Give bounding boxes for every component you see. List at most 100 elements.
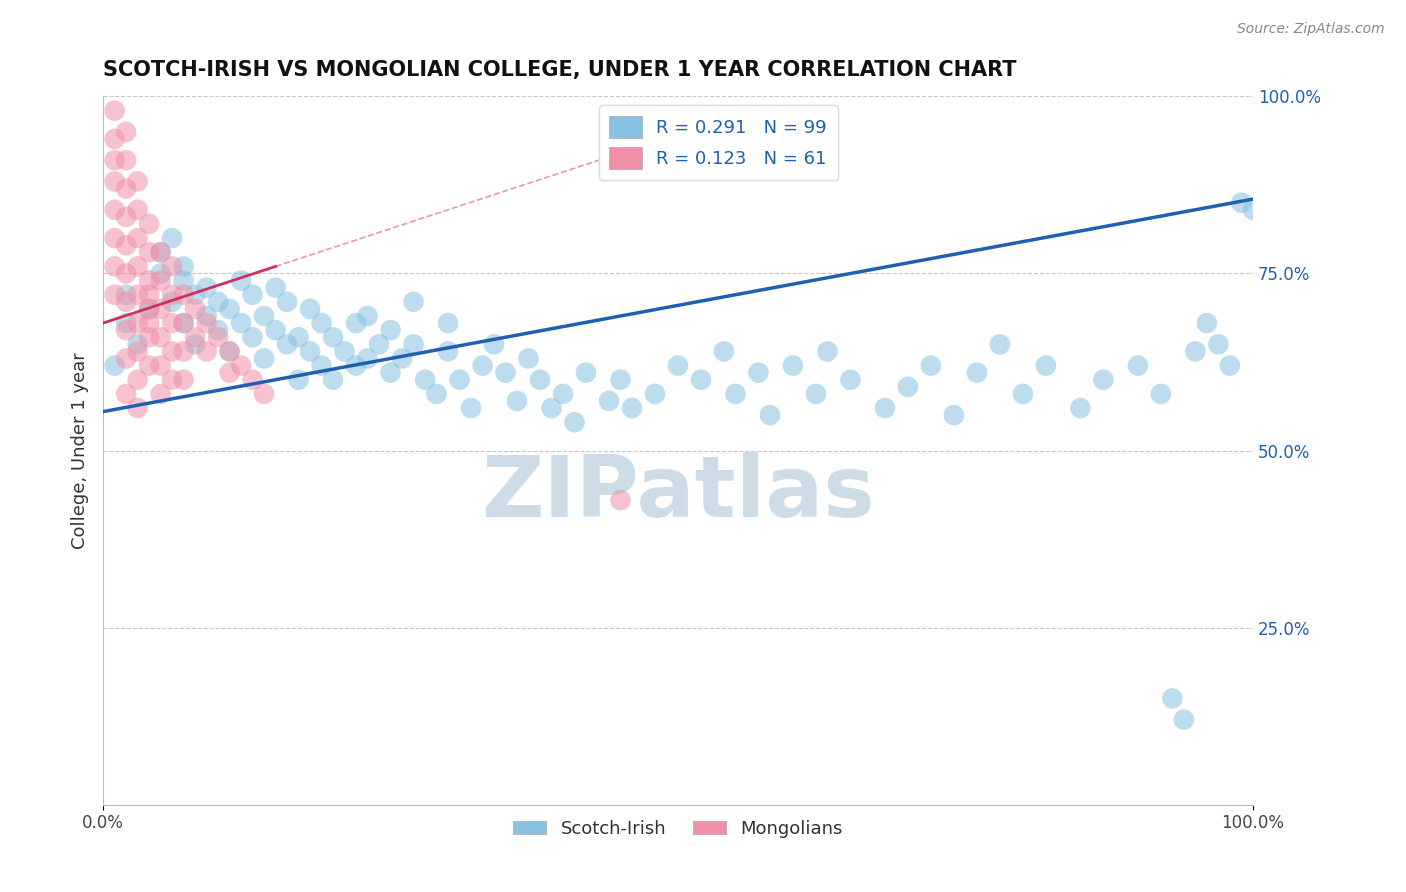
Point	[160, 287, 183, 301]
Point	[897, 380, 920, 394]
Point	[127, 287, 149, 301]
Point	[104, 174, 127, 188]
Point	[839, 373, 862, 387]
Point	[149, 274, 172, 288]
Point	[138, 274, 160, 288]
Point	[127, 231, 149, 245]
Point	[173, 274, 195, 288]
Point	[299, 301, 322, 316]
Point	[184, 337, 207, 351]
Point	[218, 344, 240, 359]
Point	[104, 202, 127, 217]
Point	[160, 260, 183, 274]
Point	[184, 330, 207, 344]
Point	[391, 351, 413, 366]
Point	[104, 132, 127, 146]
Point	[229, 274, 252, 288]
Point	[138, 359, 160, 373]
Point	[276, 294, 298, 309]
Point	[471, 359, 494, 373]
Point	[218, 344, 240, 359]
Point	[127, 337, 149, 351]
Point	[253, 309, 276, 323]
Point	[195, 280, 218, 294]
Point	[104, 153, 127, 168]
Text: SCOTCH-IRISH VS MONGOLIAN COLLEGE, UNDER 1 YEAR CORRELATION CHART: SCOTCH-IRISH VS MONGOLIAN COLLEGE, UNDER…	[103, 60, 1017, 79]
Point	[1184, 344, 1206, 359]
Point	[115, 323, 138, 337]
Point	[817, 344, 839, 359]
Point	[138, 316, 160, 330]
Point	[207, 323, 229, 337]
Point	[437, 316, 460, 330]
Point	[160, 373, 183, 387]
Point	[149, 245, 172, 260]
Point	[207, 294, 229, 309]
Point	[242, 330, 264, 344]
Point	[1173, 713, 1195, 727]
Point	[104, 260, 127, 274]
Point	[115, 238, 138, 252]
Point	[287, 330, 309, 344]
Point	[173, 316, 195, 330]
Point	[138, 217, 160, 231]
Point	[115, 210, 138, 224]
Point	[127, 316, 149, 330]
Point	[115, 153, 138, 168]
Point	[460, 401, 482, 415]
Point	[253, 351, 276, 366]
Point	[517, 351, 540, 366]
Point	[173, 373, 195, 387]
Text: Source: ZipAtlas.com: Source: ZipAtlas.com	[1237, 22, 1385, 37]
Point	[609, 493, 631, 508]
Point	[115, 267, 138, 281]
Point	[942, 408, 965, 422]
Point	[160, 231, 183, 245]
Point	[104, 103, 127, 118]
Point	[322, 330, 344, 344]
Point	[690, 373, 713, 387]
Point	[620, 401, 643, 415]
Point	[115, 351, 138, 366]
Point	[380, 366, 402, 380]
Point	[437, 344, 460, 359]
Point	[138, 245, 160, 260]
Point	[173, 260, 195, 274]
Point	[482, 337, 505, 351]
Point	[138, 287, 160, 301]
Point	[564, 415, 586, 429]
Point	[529, 373, 551, 387]
Text: ZIPatlas: ZIPatlas	[481, 451, 875, 534]
Point	[127, 202, 149, 217]
Point	[413, 373, 436, 387]
Point	[207, 330, 229, 344]
Point	[160, 316, 183, 330]
Point	[127, 344, 149, 359]
Point	[115, 294, 138, 309]
Point	[575, 366, 598, 380]
Point	[242, 373, 264, 387]
Legend: R = 0.291   N = 99, R = 0.123   N = 61: R = 0.291 N = 99, R = 0.123 N = 61	[599, 105, 838, 180]
Point	[356, 351, 378, 366]
Point	[344, 316, 367, 330]
Point	[264, 280, 287, 294]
Point	[115, 387, 138, 401]
Point	[1012, 387, 1035, 401]
Point	[713, 344, 735, 359]
Point	[138, 301, 160, 316]
Point	[747, 366, 769, 380]
Point	[920, 359, 942, 373]
Point	[344, 359, 367, 373]
Point	[1150, 387, 1173, 401]
Point	[127, 260, 149, 274]
Point	[356, 309, 378, 323]
Point	[311, 359, 333, 373]
Point	[666, 359, 689, 373]
Point	[287, 373, 309, 387]
Point	[138, 301, 160, 316]
Point	[149, 330, 172, 344]
Point	[1241, 202, 1264, 217]
Point	[229, 316, 252, 330]
Point	[218, 366, 240, 380]
Point	[1208, 337, 1230, 351]
